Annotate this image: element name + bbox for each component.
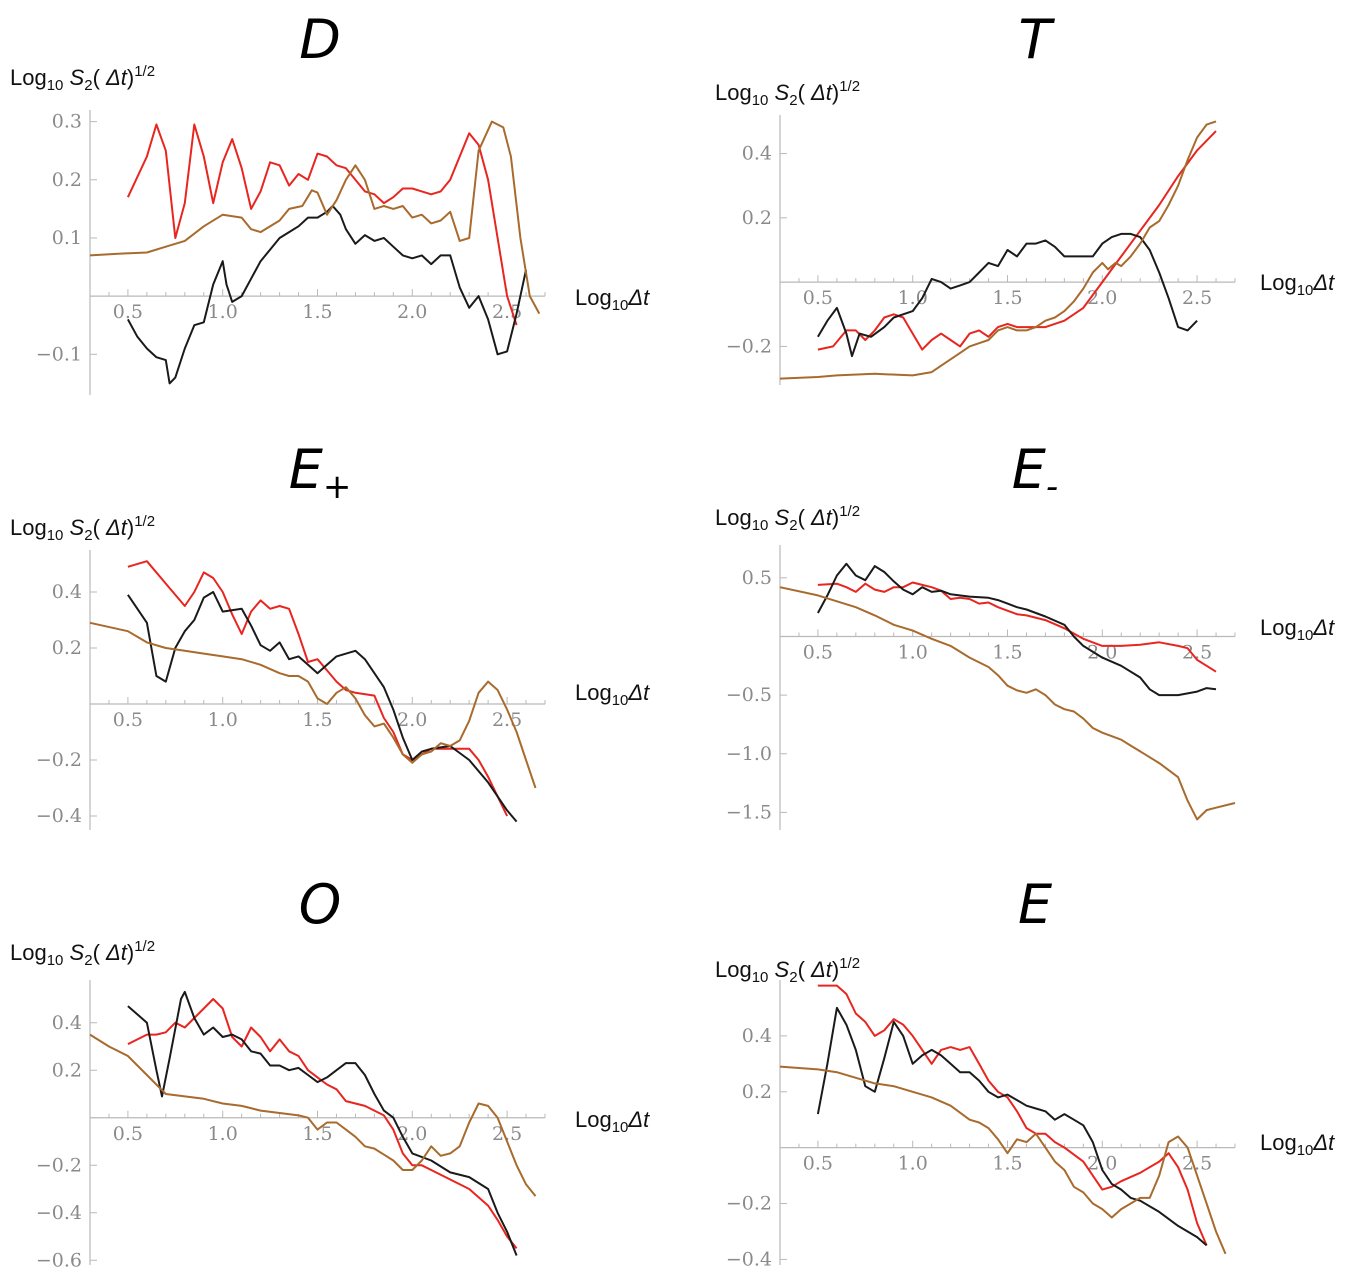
x-axis-label: Log10Δt [575,1107,650,1136]
series-line-brown [89,120,541,315]
y-tick-label: 0.4 [742,143,772,165]
chart-panel-e-minus: E- Log10 S2( Δt)1/2 Log10Δt 0.5 1.0 1.5 2.0 2.5… [690,430,1350,840]
y-axis-label: Log10 S2( Δt)1/2 [715,955,860,986]
chart-panel-t: T Log10 S2( Δt)1/2 Log10Δt 0.5 1.0 1.5 2.0 2.5−… [690,0,1350,410]
y-axis-label: Log10 S2( Δt)1/2 [10,513,155,544]
chart-svg: E Log10 S2( Δt)1/2 Log10Δt 0.5 1.0 1.5 2.0 2.5 −… [715,873,1335,1270]
y-tick-label: −1.5 [726,801,772,823]
y-tick-label: 0.4 [52,581,82,603]
x-tick-label: 1.5 [302,301,332,323]
x-tick-label: 0.5 [113,709,143,731]
series-line-red [126,123,518,326]
x-tick-label: 2.5 [1182,287,1212,309]
series-line-red [127,998,518,1250]
y-axis-label: Log10 S2( Δt)1/2 [715,503,860,534]
chart-panel-e: E Log10 S2( Δt)1/2 Log10Δt 0.5 1.0 1.5 2.0 2.5 −… [690,865,1350,1275]
chart-title: E [1018,873,1053,936]
y-axis-label: Log10 S2( Δt)1/2 [10,63,155,94]
y-tick-label: −0.4 [36,1202,82,1224]
series-line-black [127,205,527,385]
y-tick-label: −0.4 [726,1248,772,1270]
y-tick-label: −0.2 [36,1154,82,1176]
series-line-red [127,560,508,817]
chart-panel-o: O Log10 S2( Δt)1/2 Log10Δt 0.5 1.0 1.5 2.0 2.5−… [0,865,660,1275]
x-tick-label: 2.5 [1182,641,1212,663]
x-tick-label: 1.5 [302,1123,332,1145]
x-tick-label: 0.5 [803,641,833,663]
chart-panel-d: D Log10 S2( Δt)1/2 Log10Δt 0.5 1.0 1.5 2.0 2.5−… [0,0,660,410]
x-tick-label: 1.5 [992,287,1022,309]
y-axis-label: Log10 S2( Δt)1/2 [715,78,860,109]
series-line-brown [89,1033,537,1197]
y-tick-label: 0.4 [742,1025,772,1047]
x-tick-label: 0.5 [113,301,143,323]
x-tick-label: 0.5 [803,1153,833,1175]
y-tick-label: 0.2 [52,1059,82,1081]
chart-panel-e-plus: E+ Log10 S2( Δt)1/2 Log10Δt 0.5 1.0 1.5 2.0 2.5… [0,430,660,840]
chart-title: E+ [289,438,352,507]
x-tick-label: 2.0 [397,301,427,323]
series-line-brown [89,621,537,789]
y-tick-label: −1.0 [726,743,772,765]
y-tick-label: 0.4 [52,1012,82,1034]
x-axis-label: Log10Δt [1260,1130,1335,1159]
y-tick-label: −0.2 [726,335,772,357]
y-tick-label: 0.3 [52,111,82,133]
chart-title: E- [1012,438,1058,507]
chart-title: D [299,8,341,71]
y-tick-label: −0.2 [726,1193,772,1215]
x-tick-label: 2.5 [1182,1153,1212,1175]
x-tick-label: 1.0 [208,1123,238,1145]
y-tick-label: −0.6 [36,1249,82,1271]
series-line-brown [779,120,1217,380]
x-axis-label: Log10Δt [575,680,650,709]
series-line-brown [779,1065,1227,1255]
series-line-brown [779,586,1236,821]
x-tick-label: 1.0 [898,641,928,663]
x-tick-label: 1.0 [208,301,238,323]
y-tick-label: 0.5 [742,567,772,589]
x-axis-label: Log10Δt [575,285,650,314]
series-line-black [816,1006,1208,1247]
chart-svg: E- Log10 S2( Δt)1/2 Log10Δt 0.5 1.0 1.5 2.0 2.5… [715,438,1335,830]
y-tick-label: −0.4 [36,805,82,827]
y-tick-label: −0.5 [726,684,772,706]
x-tick-label: 1.0 [898,1153,928,1175]
y-tick-label: −0.1 [36,343,82,365]
x-tick-label: 1.5 [992,641,1022,663]
y-axis-label: Log10 S2( Δt)1/2 [10,938,155,969]
series-line-black [127,990,518,1256]
x-tick-label: 1.0 [208,709,238,731]
x-tick-label: 0.5 [803,287,833,309]
series-line-black [817,232,1198,358]
series-line-red [817,984,1208,1246]
y-tick-label: 0.2 [742,207,772,229]
series-line-black [817,562,1217,697]
y-tick-label: 0.2 [742,1081,772,1103]
x-tick-label: 1.0 [898,287,928,309]
x-tick-label: 2.0 [397,709,427,731]
chart-title: O [299,873,342,936]
x-tick-label: 1.5 [992,1153,1022,1175]
chart-title: T [1019,8,1056,71]
x-tick-label: 2.0 [1087,641,1117,663]
x-axis-label: Log10Δt [1260,270,1335,299]
y-tick-label: −0.2 [36,749,82,771]
x-tick-label: 0.5 [113,1123,143,1145]
x-tick-label: 1.5 [302,709,332,731]
x-tick-label: 2.0 [1087,1153,1117,1175]
series-line-black [127,591,518,823]
y-tick-label: 0.1 [52,227,82,249]
x-axis-label: Log10Δt [1260,615,1335,644]
series-line-red [817,581,1217,673]
x-tick-label: 2.5 [492,1123,522,1145]
chart-svg: E+ Log10 S2( Δt)1/2 Log10Δt 0.5 1.0 1.5 2.0 2.5… [10,438,650,830]
y-tick-label: 0.2 [52,169,82,191]
x-tick-label: 2.5 [492,709,522,731]
series-line-red [817,130,1217,351]
y-tick-label: 0.2 [52,637,82,659]
